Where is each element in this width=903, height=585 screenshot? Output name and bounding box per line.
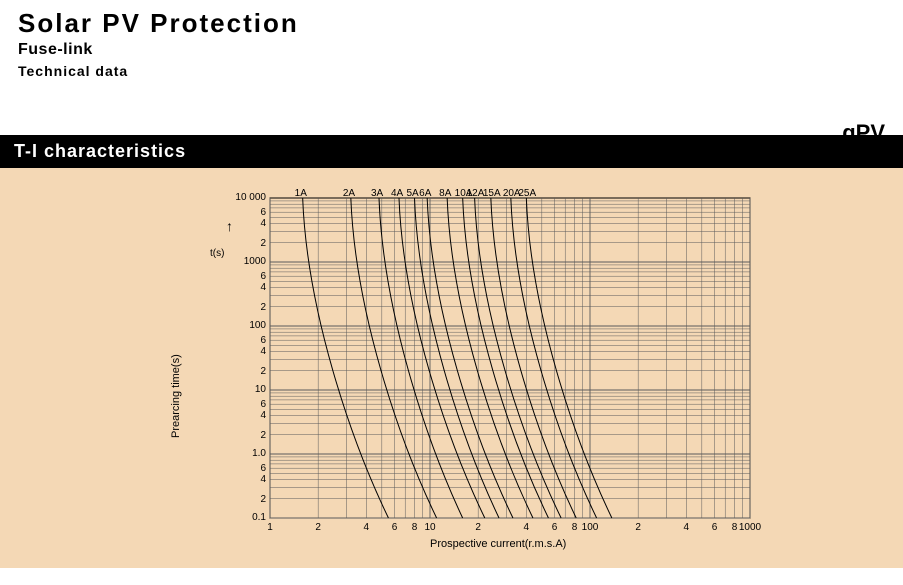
x-minor-tick-label: 2 xyxy=(312,522,324,533)
y-minor-tick-label: 6 xyxy=(250,207,266,218)
x-axis-label: Prospective current(r.m.s.A) xyxy=(430,538,566,550)
x-minor-tick-label: 4 xyxy=(680,522,692,533)
page-title: Solar PV Protection xyxy=(18,8,885,39)
y-minor-tick-label: 2 xyxy=(250,366,266,377)
y-minor-tick-label: 2 xyxy=(250,302,266,313)
x-minor-tick-label: 6 xyxy=(389,522,401,533)
page-header: Solar PV Protection Fuse-link Technical … xyxy=(0,0,903,85)
x-tick-label: 1 xyxy=(256,522,284,533)
chart-svg xyxy=(0,168,903,568)
page-subtitle: Fuse-link xyxy=(18,41,885,59)
x-minor-tick-label: 4 xyxy=(360,522,372,533)
y-minor-tick-label: 4 xyxy=(250,410,266,421)
brand-badge: gPV xyxy=(842,120,885,146)
y-minor-tick-label: 4 xyxy=(250,474,266,485)
x-minor-tick-label: 6 xyxy=(549,522,561,533)
series-label: 1A xyxy=(295,188,325,199)
y-minor-tick-label: 4 xyxy=(250,346,266,357)
y-minor-tick-label: 6 xyxy=(250,335,266,346)
y-tick-label: 10 000 xyxy=(222,192,266,203)
x-minor-tick-label: 2 xyxy=(472,522,484,533)
y-tick-label: 10 xyxy=(222,384,266,395)
x-minor-tick-label: 8 xyxy=(728,522,740,533)
x-minor-tick-label: 8 xyxy=(408,522,420,533)
series-label: 2A xyxy=(343,188,373,199)
y-tick-label: 100 xyxy=(222,320,266,331)
y-minor-tick-label: 2 xyxy=(250,494,266,505)
y-minor-tick-label: 6 xyxy=(250,463,266,474)
y-minor-tick-label: 4 xyxy=(250,282,266,293)
y-minor-tick-label: 4 xyxy=(250,218,266,229)
y-minor-tick-label: 6 xyxy=(250,271,266,282)
y-minor-tick-label: 2 xyxy=(250,238,266,249)
y-minor-tick-label: 6 xyxy=(250,399,266,410)
y-tick-label: 1.0 xyxy=(222,448,266,459)
page-subtitle2: Technical data xyxy=(18,63,885,79)
up-arrow-icon: ↑ xyxy=(226,218,233,234)
y-axis-label: Prearcing time(s) xyxy=(170,354,182,438)
y-minor-tick-label: 2 xyxy=(250,430,266,441)
x-minor-tick-label: 2 xyxy=(632,522,644,533)
x-minor-tick-label: 8 xyxy=(568,522,580,533)
y-tick-label: 1000 xyxy=(222,256,266,267)
series-label: 25A xyxy=(518,188,548,199)
section-title-bar: T-I characteristics xyxy=(0,135,903,168)
ti-chart: Prearcing time(s) Prospective current(r.… xyxy=(0,168,903,568)
x-minor-tick-label: 4 xyxy=(520,522,532,533)
x-minor-tick-label: 6 xyxy=(709,522,721,533)
